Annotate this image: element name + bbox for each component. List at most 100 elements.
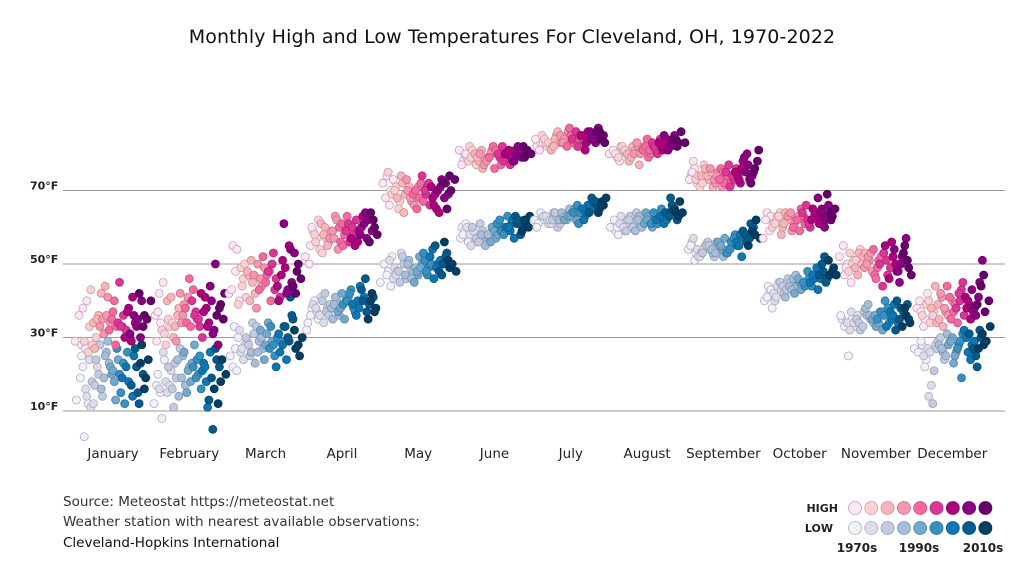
high-point-february-1993 bbox=[178, 310, 188, 320]
low-point-january-1997 bbox=[109, 377, 119, 387]
high-point-december-2001 bbox=[951, 303, 961, 313]
high-point-february-2004 bbox=[194, 314, 203, 324]
legend-swatch-high-5 bbox=[929, 501, 944, 515]
low-point-may-2019 bbox=[439, 237, 449, 247]
high-point-may-1983 bbox=[392, 193, 402, 203]
high-point-october-1970 bbox=[758, 233, 768, 243]
low-point-january-1981 bbox=[92, 362, 102, 372]
low-point-march-1973 bbox=[233, 333, 243, 342]
low-point-january-1983 bbox=[91, 355, 101, 365]
high-point-november-2012 bbox=[895, 277, 904, 287]
high-point-may-2008 bbox=[426, 182, 436, 192]
legend-decade-1990s: 1990s bbox=[899, 541, 940, 555]
high-point-february-2016 bbox=[213, 340, 223, 350]
legend-swatch-high-6 bbox=[945, 501, 960, 515]
station-name: Cleveland-Hopkins International bbox=[63, 535, 280, 551]
high-point-april-2005 bbox=[351, 215, 361, 225]
high-point-may-2011 bbox=[429, 200, 439, 210]
high-point-march-2017 bbox=[289, 248, 299, 258]
high-point-june-1988 bbox=[475, 149, 485, 159]
low-point-february-2022 bbox=[216, 377, 226, 387]
high-point-november-2020 bbox=[899, 248, 908, 258]
low-point-may-2016 bbox=[437, 270, 447, 280]
high-point-march-1987 bbox=[245, 296, 255, 306]
low-point-february-2015 bbox=[207, 373, 216, 383]
low-point-november-1979 bbox=[845, 325, 855, 335]
high-point-november-2017 bbox=[896, 259, 906, 269]
high-point-march-1988 bbox=[249, 270, 259, 280]
low-point-january-2019 bbox=[141, 373, 151, 383]
low-point-january-1993 bbox=[103, 336, 113, 346]
high-point-february-1970 bbox=[152, 336, 162, 346]
month-label: December bbox=[917, 446, 987, 462]
high-point-february-1974 bbox=[158, 277, 168, 287]
high-point-april-1998 bbox=[342, 211, 352, 221]
low-point-february-2007 bbox=[203, 402, 213, 412]
high-point-november-2004 bbox=[882, 255, 891, 265]
legend-swatch-low-4 bbox=[913, 521, 928, 535]
high-point-march-2002 bbox=[267, 259, 277, 269]
legend-low-label: LOW bbox=[805, 522, 833, 535]
high-point-january-2017 bbox=[136, 333, 145, 342]
low-point-march-1978 bbox=[235, 325, 244, 335]
low-point-january-2015 bbox=[134, 399, 144, 409]
low-point-january-2001 bbox=[116, 388, 126, 398]
month-label: January bbox=[86, 446, 138, 462]
high-point-june-1995 bbox=[484, 152, 494, 162]
high-point-february-1996 bbox=[180, 303, 190, 313]
low-point-january-2021 bbox=[139, 384, 149, 394]
low-point-december-1982 bbox=[929, 366, 939, 376]
low-point-june-2022 bbox=[524, 222, 533, 232]
high-point-march-2018 bbox=[293, 259, 303, 269]
low-point-july-2019 bbox=[593, 208, 603, 218]
low-point-september-1976 bbox=[688, 233, 698, 243]
low-point-february-1982 bbox=[169, 402, 179, 412]
low-point-january-2020 bbox=[136, 358, 145, 368]
high-point-march-1997 bbox=[266, 296, 276, 306]
high-point-november-1974 bbox=[846, 277, 856, 287]
high-point-january-1987 bbox=[100, 281, 110, 291]
month-label: November bbox=[841, 446, 912, 462]
source-line: Source: Meteostat https://meteostat.net bbox=[63, 494, 335, 510]
low-point-april-1998 bbox=[340, 314, 349, 324]
high-point-november-1976 bbox=[845, 248, 855, 258]
high-point-december-1985 bbox=[934, 314, 944, 324]
high-point-december-1983 bbox=[927, 303, 936, 313]
low-point-december-2014 bbox=[972, 362, 982, 372]
low-point-december-2022 bbox=[985, 322, 995, 331]
low-point-november-2014 bbox=[891, 325, 900, 335]
low-point-april-1986 bbox=[320, 288, 330, 298]
high-point-september-2021 bbox=[749, 167, 758, 177]
low-point-february-2005 bbox=[195, 351, 205, 361]
low-point-january-1999 bbox=[108, 366, 118, 376]
month-label: June bbox=[479, 446, 509, 462]
high-point-august-2021 bbox=[676, 127, 686, 137]
legend-high-label: HIGH bbox=[806, 502, 838, 515]
low-point-may-1995 bbox=[409, 277, 419, 287]
high-point-december-2022 bbox=[979, 270, 989, 280]
high-point-september-1975 bbox=[687, 167, 697, 177]
low-point-december-1975 bbox=[920, 362, 930, 372]
high-point-march-2008 bbox=[272, 281, 282, 291]
high-point-september-1973 bbox=[688, 156, 698, 166]
high-point-december-1991 bbox=[940, 303, 949, 313]
high-point-october-2002 bbox=[801, 200, 811, 210]
low-point-november-2022 bbox=[904, 314, 914, 324]
low-point-april-2018 bbox=[363, 314, 373, 324]
high-point-may-1973 bbox=[381, 193, 390, 203]
low-point-august-1992 bbox=[633, 215, 643, 225]
high-point-april-2018 bbox=[366, 208, 376, 218]
high-point-january-2021 bbox=[142, 314, 152, 324]
low-point-august-1989 bbox=[630, 226, 640, 236]
high-point-november-2019 bbox=[904, 263, 914, 273]
high-point-may-2001 bbox=[417, 171, 427, 181]
low-point-february-2017 bbox=[214, 362, 224, 372]
low-point-february-1971 bbox=[153, 369, 163, 379]
high-point-december-2016 bbox=[974, 292, 983, 302]
high-point-december-1976 bbox=[917, 310, 927, 320]
high-point-august-1991 bbox=[632, 138, 642, 148]
high-point-september-2018 bbox=[746, 178, 756, 188]
high-point-november-2010 bbox=[887, 237, 897, 247]
high-point-november-2008 bbox=[888, 252, 898, 262]
high-point-april-2020 bbox=[364, 237, 374, 247]
